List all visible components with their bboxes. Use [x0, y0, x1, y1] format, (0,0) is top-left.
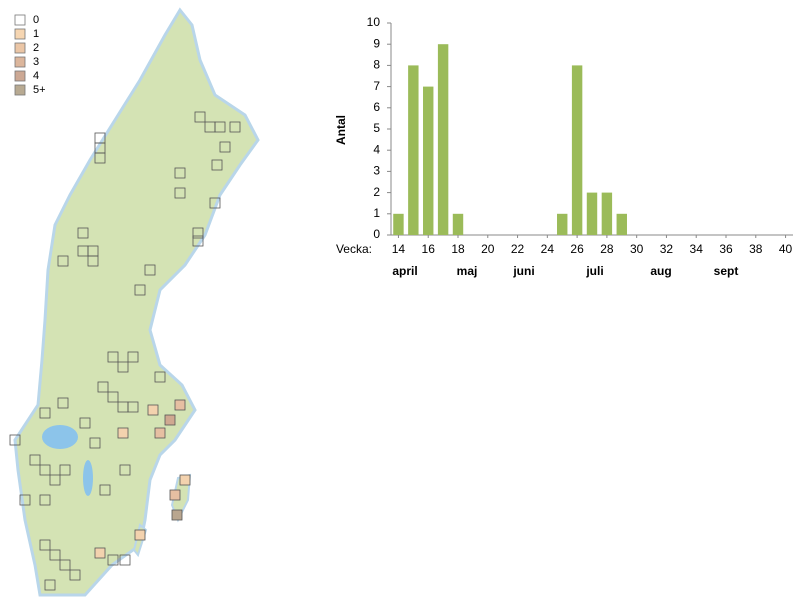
y-tick-label: 0 — [373, 227, 380, 241]
y-tick-label: 6 — [373, 100, 380, 114]
x-tick-label: 28 — [600, 242, 614, 256]
x-tick-label: 24 — [541, 242, 555, 256]
month-label: juni — [512, 264, 534, 278]
bar — [423, 87, 433, 235]
legend-swatch — [15, 85, 25, 95]
page: 012345+ 01234567891014161820222426283032… — [0, 0, 793, 597]
legend-label: 5+ — [33, 84, 46, 96]
y-tick-label: 2 — [373, 185, 380, 199]
month-label: maj — [457, 264, 478, 278]
x-tick-label: 30 — [630, 242, 644, 256]
bar — [408, 65, 418, 235]
legend-label: 0 — [33, 14, 39, 26]
map: 0 1 2 3 4 5+ — [10, 10, 258, 595]
x-tick-label: 32 — [660, 242, 674, 256]
x-tick-label: 16 — [422, 242, 436, 256]
x-tick-label: 40 — [779, 242, 793, 256]
legend-label: 1 — [33, 28, 39, 40]
legend-swatch — [15, 15, 25, 25]
y-tick-label: 9 — [373, 36, 380, 50]
y-tick-label: 4 — [373, 142, 380, 156]
sweden-outline — [15, 10, 258, 595]
bar — [393, 214, 403, 235]
y-tick-label: 7 — [373, 79, 380, 93]
x-tick-label: 14 — [392, 242, 406, 256]
x-tick-label: 18 — [451, 242, 465, 256]
bar — [572, 65, 582, 235]
x-tick-label: 34 — [690, 242, 704, 256]
x-axis-label: Vecka: — [336, 242, 372, 256]
x-tick-label: 38 — [749, 242, 763, 256]
lake-vattern — [83, 460, 93, 496]
bar — [602, 193, 612, 235]
x-tick-label: 26 — [570, 242, 584, 256]
legend-swatch — [15, 43, 25, 53]
month-label: sept — [714, 264, 739, 278]
legend-swatch — [15, 57, 25, 67]
map-legend: 0 1 2 3 4 5+ — [15, 14, 46, 96]
y-tick-label: 5 — [373, 121, 380, 135]
legend-label: 3 — [33, 56, 39, 68]
legend-label: 4 — [33, 70, 39, 82]
legend-swatch — [15, 71, 25, 81]
y-tick-label: 3 — [373, 164, 380, 178]
x-tick-label: 36 — [719, 242, 733, 256]
y-tick-label: 10 — [367, 15, 381, 29]
x-tick-label: 22 — [511, 242, 525, 256]
y-tick-label: 1 — [373, 206, 380, 220]
legend-swatch — [15, 29, 25, 39]
month-label: april — [392, 264, 417, 278]
legend-label: 2 — [33, 42, 39, 54]
month-label: aug — [650, 264, 671, 278]
y-axis-label: Antal — [334, 115, 348, 145]
lake-vanern — [42, 425, 78, 449]
x-tick-label: 20 — [481, 242, 495, 256]
bar — [438, 44, 448, 235]
y-tick-label: 8 — [373, 58, 380, 72]
bar — [557, 214, 567, 235]
bar — [587, 193, 597, 235]
bar — [453, 214, 463, 235]
month-label: juli — [585, 264, 603, 278]
bar — [617, 214, 627, 235]
